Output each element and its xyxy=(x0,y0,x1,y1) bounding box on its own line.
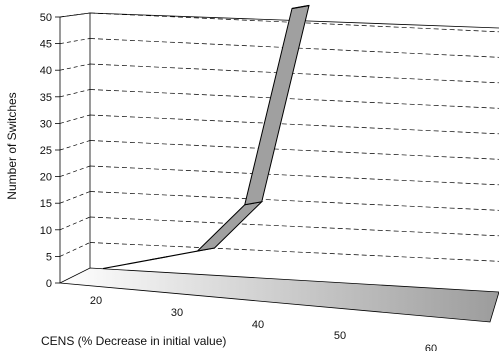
gridline-back xyxy=(89,114,499,135)
gridline-back xyxy=(89,216,499,237)
gridline-back xyxy=(89,165,499,186)
axes xyxy=(55,16,61,284)
gridlines xyxy=(59,12,499,262)
y-tick-label: 50 xyxy=(40,12,52,24)
gridline-side xyxy=(59,165,91,177)
gridline-side xyxy=(59,38,91,44)
floor-plane xyxy=(58,267,499,323)
gridline-back xyxy=(89,63,499,84)
gridline-side xyxy=(59,63,91,71)
y-tick-label: 25 xyxy=(40,145,52,157)
data-ribbon xyxy=(102,4,310,269)
x-axis-title: CENS (% Decrease in initial value) xyxy=(41,334,226,348)
x-tick-label: 40 xyxy=(252,319,264,331)
y-tick-label: 10 xyxy=(40,225,52,237)
y-tick-label: 35 xyxy=(40,92,52,104)
y-tick-labels: 0 5 10 15 20 25 30 35 40 45 50 xyxy=(40,12,52,290)
gridline-back xyxy=(89,242,499,262)
gridline-side xyxy=(59,140,91,151)
x-tick-labels: 20 30 40 50 60 xyxy=(90,295,437,351)
gridline-side xyxy=(59,216,91,231)
chart-walls xyxy=(59,12,499,268)
gridline-back xyxy=(89,191,499,211)
chart-floor xyxy=(58,267,499,323)
ribbon-segment xyxy=(195,200,264,252)
gridline-side xyxy=(59,12,91,18)
x-tick-label: 30 xyxy=(171,307,183,319)
y-tick-label: 0 xyxy=(46,278,52,290)
gridline-side xyxy=(59,242,91,257)
y-tick-label: 30 xyxy=(40,118,52,130)
y-tick-label: 5 xyxy=(46,251,52,263)
gridline-side xyxy=(59,89,91,98)
y-tick-label: 40 xyxy=(40,65,52,77)
gridline-back xyxy=(89,140,499,160)
gridline-side xyxy=(59,114,91,124)
ribbon-end-cap xyxy=(291,4,310,10)
y-axis-title: Number of Switches xyxy=(5,92,19,199)
gridline-back xyxy=(89,89,499,109)
y-tick-label: 20 xyxy=(40,172,52,184)
x-tick-label: 60 xyxy=(425,343,437,351)
y-tick-label: 45 xyxy=(40,39,52,51)
y-tick-label: 15 xyxy=(40,198,52,210)
x-tick-label: 50 xyxy=(334,330,346,342)
gridline-side xyxy=(59,191,91,204)
x-tick-label: 20 xyxy=(90,295,102,307)
